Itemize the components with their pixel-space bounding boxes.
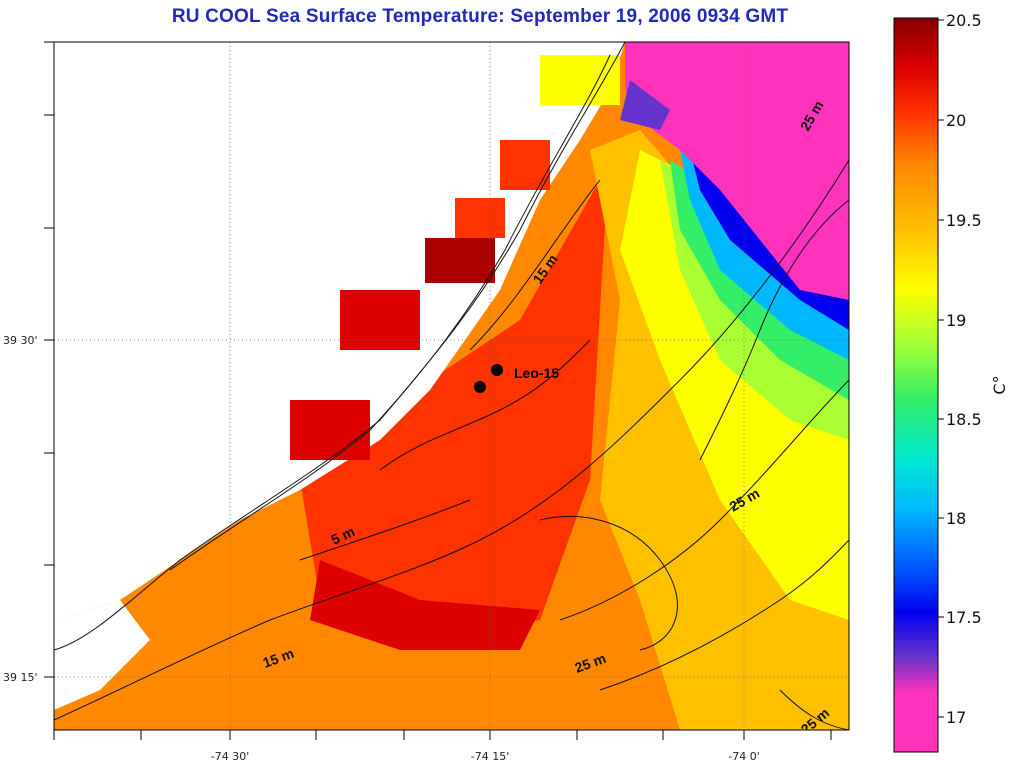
colorbar-tick-label: 19.5 bbox=[946, 211, 982, 230]
colorbar-tick-label: 17.5 bbox=[946, 608, 982, 627]
y-tick-label: 39 15' bbox=[3, 671, 38, 684]
bay-patch-1 bbox=[455, 198, 505, 238]
contours bbox=[54, 42, 849, 730]
land bbox=[54, 42, 625, 620]
colorbar bbox=[893, 17, 939, 753]
sst-purple-patch bbox=[620, 80, 670, 130]
station-marker-south bbox=[474, 381, 486, 393]
x-tick-label: -74 0' bbox=[728, 750, 760, 763]
colorbar-tick-label: 18 bbox=[946, 509, 966, 528]
sst-yellow-band bbox=[620, 150, 849, 620]
sst-hot-band bbox=[310, 560, 540, 650]
y-tick-label: 39 30' bbox=[3, 334, 38, 347]
colorbar-ticks bbox=[938, 19, 944, 718]
colorbar-tick-label: 20.5 bbox=[946, 11, 982, 30]
bay-patch-2 bbox=[500, 140, 550, 190]
station-marker-north bbox=[491, 364, 503, 376]
sst-warm-band bbox=[300, 140, 610, 640]
grid bbox=[54, 42, 849, 730]
bay-patch-4 bbox=[290, 400, 370, 460]
colorbar-unit-label: C° bbox=[990, 375, 1009, 394]
bay-hot-patch bbox=[425, 238, 495, 283]
bay-yellow-patch bbox=[540, 55, 620, 105]
axis-ticks bbox=[44, 41, 832, 740]
colorbar-tick-label: 20 bbox=[946, 111, 966, 130]
plot-frame bbox=[53, 41, 850, 731]
map-title: RU COOL Sea Surface Temperature: Septemb… bbox=[171, 6, 789, 27]
sst-cold-pool bbox=[625, 42, 849, 300]
x-tick-label: -74 30' bbox=[211, 750, 249, 763]
colorbar-tick-label: 17 bbox=[946, 708, 966, 727]
bay-patch-3 bbox=[340, 290, 420, 350]
colorbar-tick-label: 19 bbox=[946, 311, 966, 330]
colorbar-tick-label: 18.5 bbox=[946, 410, 982, 429]
x-tick-label: -74 15' bbox=[471, 750, 509, 763]
land-south bbox=[54, 600, 150, 710]
station-label: Leo-15 bbox=[514, 365, 559, 381]
